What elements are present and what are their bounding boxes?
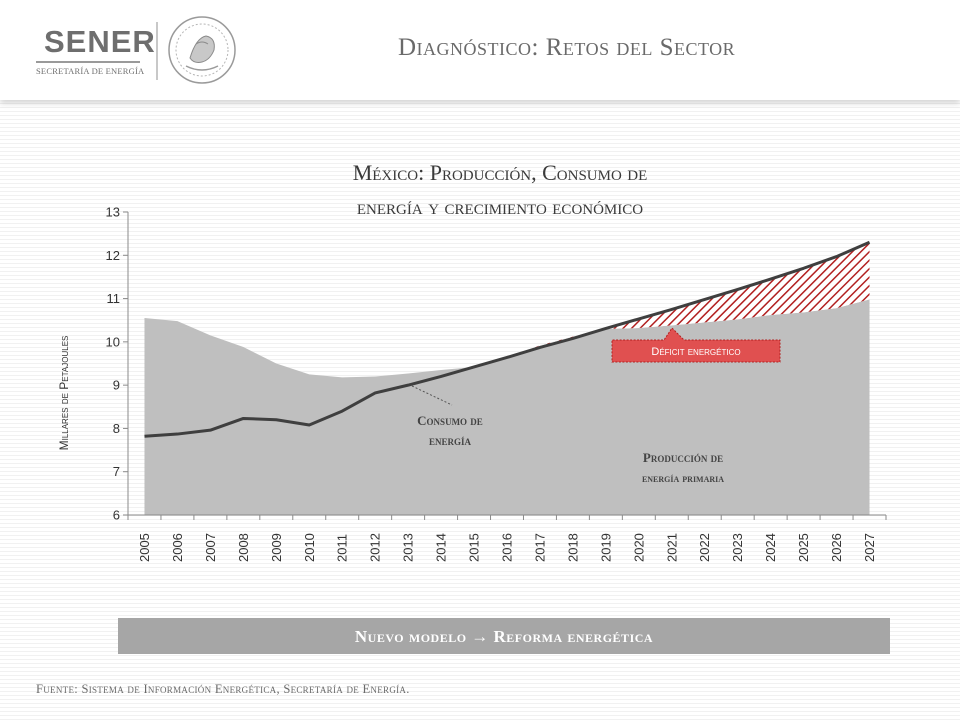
y-tick-label: 13 [106, 205, 120, 220]
consumption-label-line1: Consumo de [417, 413, 483, 428]
x-tick-label: 2026 [829, 533, 844, 562]
y-tick-label: 12 [106, 248, 120, 263]
logo-underline [36, 61, 140, 63]
y-tick-label: 9 [113, 378, 120, 393]
x-tick-label: 2016 [500, 533, 515, 562]
x-tick-label: 2027 [862, 533, 877, 562]
y-tick-label: 6 [113, 508, 120, 523]
production-area [144, 299, 870, 515]
y-tick-label: 7 [113, 464, 120, 479]
y-tick-label: 11 [107, 291, 121, 306]
x-tick-label: 2008 [236, 533, 251, 562]
chart-title-line2: energía y crecimiento económico [356, 194, 644, 219]
x-tick-label: 2006 [170, 533, 185, 562]
x-tick-label: 2007 [203, 533, 218, 562]
x-tick-label: 2009 [269, 533, 284, 562]
slide-title: Diagnóstico: Retos del Sector [398, 34, 736, 61]
y-tick-label: 8 [113, 421, 120, 436]
x-tick-label: 2012 [368, 533, 383, 562]
deficit-label: Déficit energético [651, 346, 740, 358]
x-tick-label: 2025 [796, 533, 811, 562]
logo-name: SENER [44, 24, 156, 59]
x-tick-label: 2011 [335, 534, 350, 562]
x-tick-label: 2018 [565, 533, 580, 562]
energy-chart: 6 7 8 9 10 11 12 13 2005 2006 2007 2008 2009 2010 2011… [57, 205, 887, 562]
header: SENER SECRETARÍA DE ENERGÍA Diagnóstico:… [0, 0, 960, 100]
x-tick-label: 2021 [664, 533, 679, 562]
consumption-leader-line [411, 385, 453, 406]
x-tick-label: 2017 [532, 533, 547, 562]
consumption-label-line2: energía [429, 433, 472, 448]
production-label-line2: energía primaria [642, 471, 724, 485]
x-tick-label: 2023 [730, 533, 745, 562]
chart-title: México: Producción, Consumo de energía y… [200, 156, 800, 224]
x-tick-label: 2024 [763, 533, 778, 562]
source-footnote: Fuente: Sistema de Información Energétic… [36, 682, 410, 696]
y-axis-label: Millares de Petajoules [57, 336, 71, 451]
y-tick-label: 10 [106, 334, 120, 349]
production-label-line1: Producción de [643, 450, 723, 465]
consumption-line [144, 240, 871, 438]
logo-subtitle: SECRETARÍA DE ENERGÍA [36, 66, 145, 76]
logo-divider [156, 22, 158, 80]
banner-reforma: Nuevo modelo → Reforma energética [118, 618, 890, 654]
deficit-callout [611, 327, 781, 363]
deficit-area [474, 242, 870, 367]
x-tick-label: 2020 [631, 533, 646, 562]
x-tick-label: 2010 [302, 533, 317, 562]
x-tick-label: 2015 [467, 533, 482, 562]
x-tick-label: 2013 [401, 533, 416, 562]
x-tick-label: 2022 [697, 533, 712, 562]
x-tick-label: 2005 [137, 533, 152, 562]
x-tick-label: 2014 [434, 533, 449, 562]
x-tick-label: 2019 [598, 533, 613, 562]
national-seal-icon [168, 16, 236, 84]
chart-title-line1: México: Producción, Consumo de [352, 160, 648, 185]
